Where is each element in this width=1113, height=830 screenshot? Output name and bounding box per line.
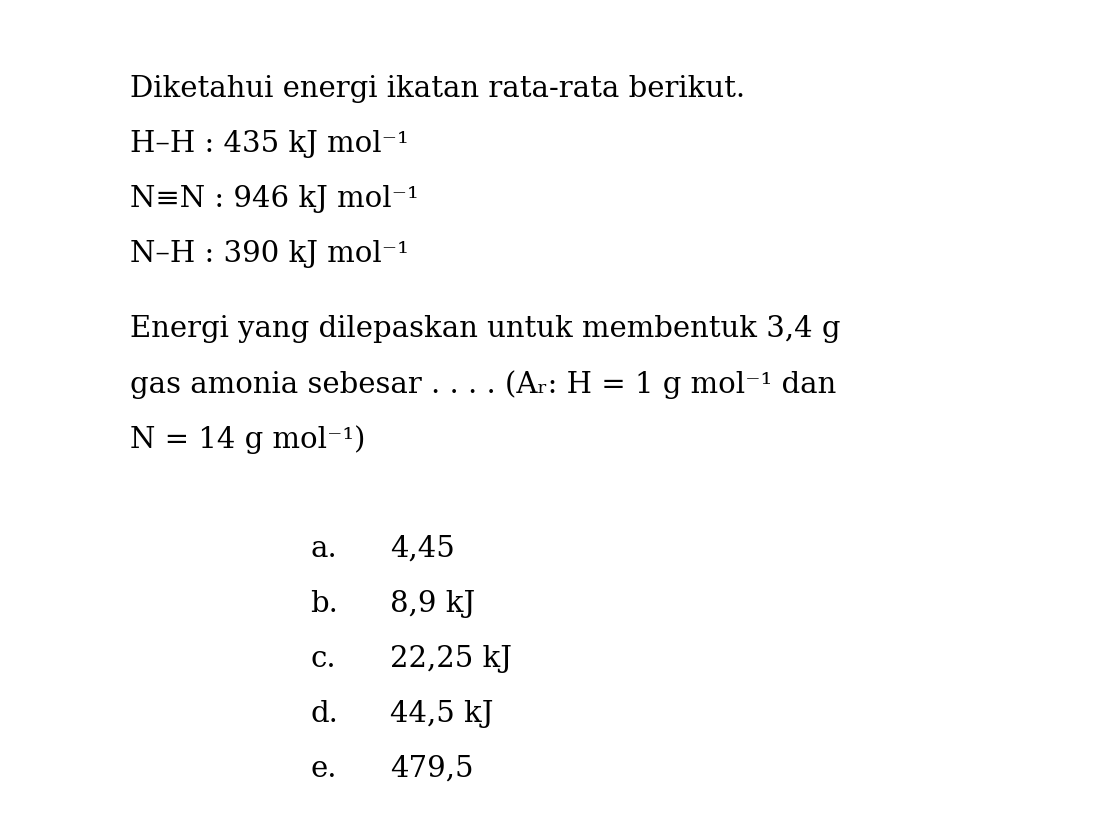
Text: N–H : 390 kJ mol⁻¹: N–H : 390 kJ mol⁻¹ — [130, 240, 408, 268]
Text: c.: c. — [311, 645, 336, 673]
Text: Diketahui energi ikatan rata-rata berikut.: Diketahui energi ikatan rata-rata beriku… — [130, 75, 745, 103]
Text: 479,5: 479,5 — [390, 755, 473, 783]
Text: Energi yang dilepaskan untuk membentuk 3,4 g: Energi yang dilepaskan untuk membentuk 3… — [130, 315, 840, 343]
Text: N≡N : 946 kJ mol⁻¹: N≡N : 946 kJ mol⁻¹ — [130, 185, 418, 213]
Text: N = 14 g mol⁻¹): N = 14 g mol⁻¹) — [130, 425, 365, 454]
Text: 44,5 kJ: 44,5 kJ — [390, 700, 493, 728]
Text: e.: e. — [311, 755, 336, 783]
Text: a.: a. — [311, 535, 337, 563]
Text: 4,45: 4,45 — [390, 535, 455, 563]
Text: gas amonia sebesar . . . . (Aᵣ: H = 1 g mol⁻¹ dan: gas amonia sebesar . . . . (Aᵣ: H = 1 g … — [130, 370, 836, 398]
Text: b.: b. — [311, 590, 338, 618]
Text: d.: d. — [311, 700, 338, 728]
Text: 8,9 kJ: 8,9 kJ — [390, 590, 475, 618]
Text: 22,25 kJ: 22,25 kJ — [390, 645, 512, 673]
Text: H–H : 435 kJ mol⁻¹: H–H : 435 kJ mol⁻¹ — [130, 130, 408, 158]
